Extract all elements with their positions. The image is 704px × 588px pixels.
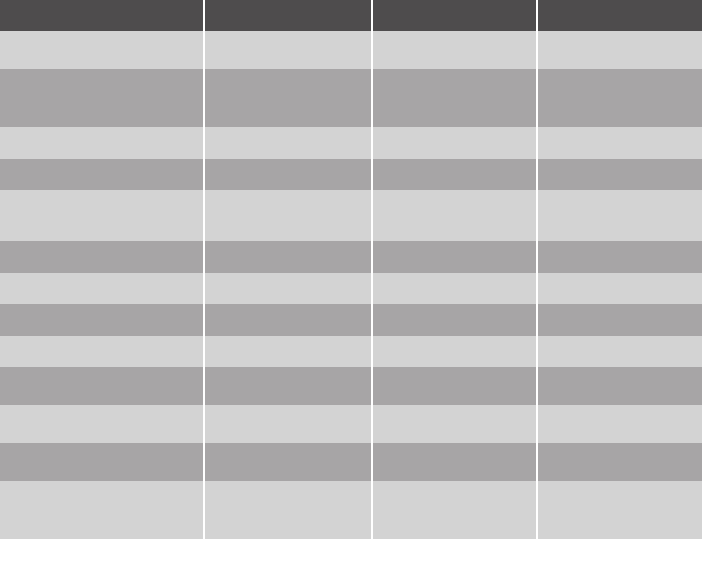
table-cell [0,127,205,159]
table-cell [538,190,702,241]
table-row[interactable] [0,127,702,159]
table-cell [205,405,373,443]
table-cell [373,69,538,127]
table-cell [205,481,373,539]
table-cell [205,367,373,405]
column-header[interactable] [538,0,702,31]
table-row[interactable] [0,159,702,190]
table-row[interactable] [0,31,702,69]
table-cell [538,443,702,481]
table-cell [538,405,702,443]
table-cell [373,159,538,190]
table-cell [373,405,538,443]
table-row[interactable] [0,405,702,443]
table-cell [205,304,373,336]
table-cell [538,304,702,336]
table-cell [373,481,538,539]
table-cell [0,241,205,273]
table-cell [373,241,538,273]
column-header[interactable] [373,0,538,31]
table-cell [373,190,538,241]
table-cell [538,273,702,304]
table-row[interactable] [0,190,702,241]
table-cell [0,304,205,336]
table-cell [538,159,702,190]
table-cell [205,241,373,273]
table-cell [373,127,538,159]
table-row[interactable] [0,304,702,336]
table-cell [0,443,205,481]
table-row[interactable] [0,481,702,539]
table-cell [205,127,373,159]
table-cell [0,273,205,304]
table-cell [0,31,205,69]
table-cell [205,190,373,241]
table-cell [538,481,702,539]
table-cell [0,405,205,443]
table-cell [538,127,702,159]
table-row[interactable] [0,69,702,127]
table-cell [205,443,373,481]
table-cell [205,273,373,304]
table-cell [205,69,373,127]
table-cell [0,367,205,405]
table-header-row [0,0,702,31]
table-cell [373,443,538,481]
table-cell [373,336,538,367]
table-cell [0,336,205,367]
column-header[interactable] [205,0,373,31]
table-cell [538,241,702,273]
data-table [0,0,702,539]
table-cell [373,31,538,69]
table-cell [0,159,205,190]
table-cell [0,69,205,127]
table-cell [0,481,205,539]
table-cell [538,336,702,367]
column-header[interactable] [0,0,205,31]
table-cell [205,31,373,69]
table-cell [205,159,373,190]
table-cell [538,31,702,69]
table-cell [373,367,538,405]
table-row[interactable] [0,443,702,481]
table-cell [538,367,702,405]
table-row[interactable] [0,336,702,367]
table-cell [205,336,373,367]
table-row[interactable] [0,273,702,304]
table-row[interactable] [0,241,702,273]
table-cell [0,190,205,241]
table-cell [373,304,538,336]
table-cell [538,69,702,127]
table-row[interactable] [0,367,702,405]
table-cell [373,273,538,304]
